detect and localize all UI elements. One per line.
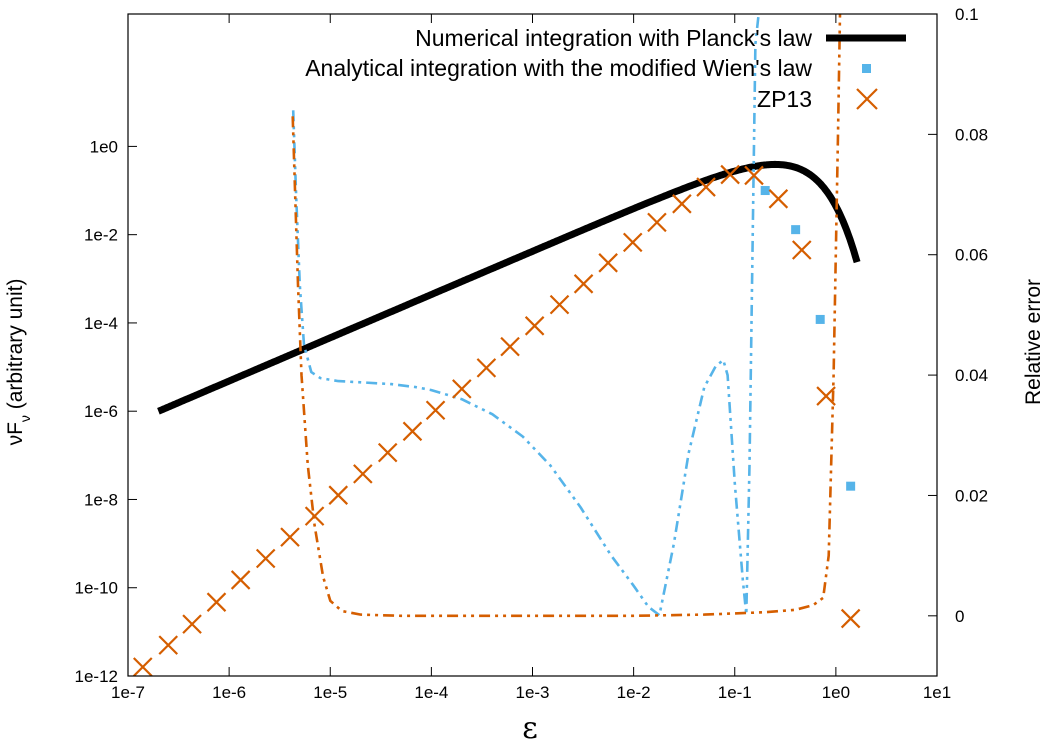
data-point-zp13	[647, 212, 667, 233]
y2-tick-label: 0	[955, 607, 964, 626]
data-point-zp13	[500, 336, 520, 357]
data-point-zp13	[768, 189, 789, 209]
data-point-zp13	[791, 240, 812, 260]
data-point-zp13	[622, 232, 643, 253]
x-axis-label: ε	[522, 711, 538, 746]
legend-label-planck: Numerical integration with Planck's law	[415, 25, 812, 51]
x-tick-label: 1e-5	[313, 683, 347, 702]
data-point-zp13	[549, 294, 570, 315]
data-point-zp13	[744, 165, 764, 186]
y-tick-label: 1e-6	[84, 402, 118, 421]
data-point-wien	[815, 314, 825, 324]
legend-label-wien: Analytical integration with the modified…	[305, 55, 812, 81]
series-line-error-wien	[291, 14, 760, 617]
data-point-zp13	[280, 527, 300, 547]
series-layer	[132, 14, 861, 676]
data-point-zp13	[452, 379, 472, 399]
data-point-zp13	[353, 464, 373, 484]
data-point-zp13	[720, 164, 740, 185]
data-point-zp13	[573, 274, 594, 294]
data-point-zp13	[158, 635, 179, 655]
data-point-wien	[846, 481, 856, 491]
plot-frame	[127, 13, 938, 677]
data-point-zp13	[476, 358, 497, 378]
y-tick-label: 1e-4	[84, 314, 118, 333]
y-tick-label: 1e0	[90, 137, 118, 156]
legend-swatch-wien	[862, 64, 871, 73]
legend-swatch-zp13	[856, 88, 878, 110]
y-tick-label: 1e-12	[75, 667, 118, 686]
data-point-zp13	[598, 253, 618, 273]
x-tick-label: 1e-2	[617, 683, 651, 702]
x-tick-label: 1e-1	[718, 683, 752, 702]
legend: Numerical integration with Planck's law …	[305, 25, 906, 112]
data-point-zp13	[328, 485, 349, 505]
x-tick-label: 1e0	[822, 683, 850, 702]
legend-label-zp13: ZP13	[757, 86, 812, 112]
series-line-planck	[156, 160, 861, 415]
data-point-wien	[760, 186, 770, 196]
x-tick-label: 1e-6	[212, 683, 246, 702]
data-point-zp13	[206, 592, 227, 612]
data-point-zp13	[840, 608, 861, 629]
y2-tick-label: 0.08	[955, 125, 988, 144]
y-axis-label: νFν (arbitrary unit)	[4, 279, 33, 446]
series-line-error-zp13	[291, 14, 842, 618]
data-point-zp13	[425, 400, 446, 421]
data-point-zp13	[255, 548, 276, 569]
data-point-zp13	[696, 177, 716, 197]
data-point-zp13	[132, 657, 153, 676]
data-point-wien	[791, 225, 801, 235]
data-point-zp13	[402, 421, 423, 442]
data-point-zp13	[524, 316, 545, 336]
y2-tick-label: 0.06	[955, 246, 988, 265]
y-tick-label: 1e-10	[75, 579, 118, 598]
x-tick-label: 1e-3	[515, 683, 549, 702]
y2-tick-label: 0.04	[955, 366, 988, 385]
y2-axis-label: Relative error	[1022, 279, 1045, 405]
data-point-zp13	[672, 194, 692, 214]
x-tick-label: 1e-4	[414, 683, 448, 702]
data-point-zp13	[304, 506, 325, 526]
plot-area	[132, 14, 861, 676]
data-point-zp13	[182, 614, 202, 634]
y-tick-label: 1e-8	[84, 490, 118, 509]
data-point-zp13	[816, 386, 836, 406]
data-point-zp13	[377, 442, 398, 463]
y-tick-label: 1e-2	[84, 226, 118, 245]
y2-tick-label: 0.02	[955, 486, 988, 505]
y2-tick-label: 0.1	[955, 5, 979, 24]
ticks-layer: 1e-7 1e-6 1e-5 1e-4 1e-3 1e-2 1e-1 1e0 1e1 1e-12 1…	[75, 5, 989, 702]
x-tick-label: 1e-7	[111, 683, 145, 702]
x-tick-label: 1e1	[923, 683, 951, 702]
data-point-zp13	[230, 570, 251, 590]
